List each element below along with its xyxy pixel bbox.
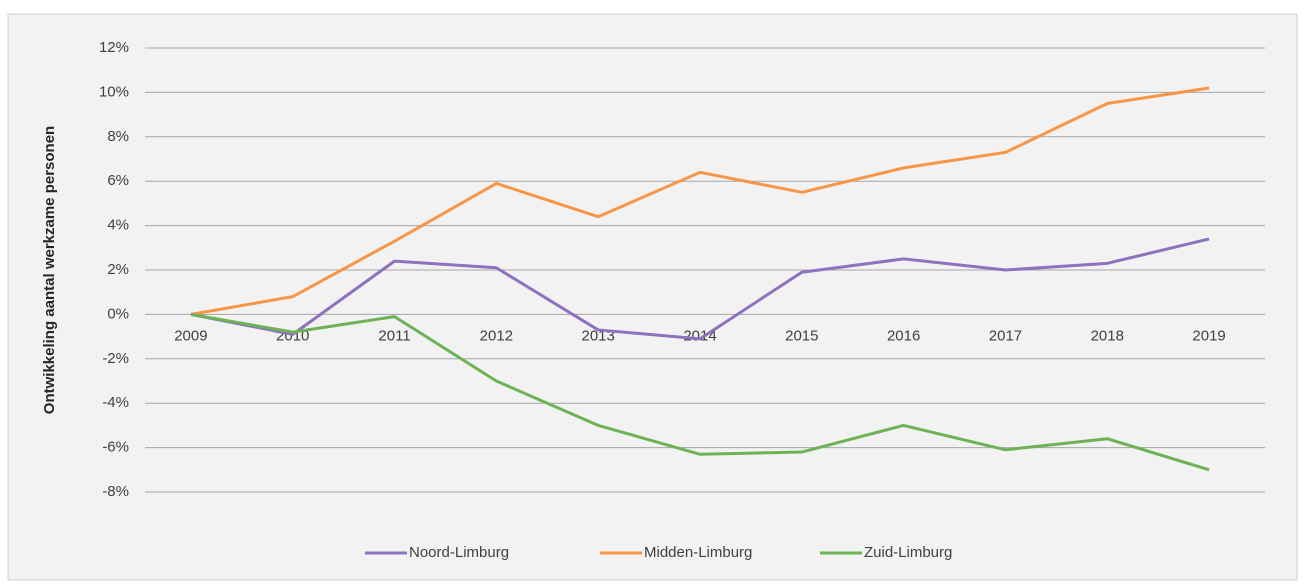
y-tick-label: 8% [107,128,129,145]
y-tick-label: -2% [102,350,129,367]
x-tick-label: 2011 [378,327,410,344]
x-tick-label: 2019 [1192,327,1225,344]
y-axis-label: Ontwikkeling aantal werkzame personen [41,126,58,414]
x-tick-label: 2009 [174,327,207,344]
chart-area [7,13,1298,581]
series-line [190,86,1210,316]
legend-label: Noord-Limburg [409,544,509,561]
y-tick-label: 4% [107,217,129,234]
x-tick-label: 2016 [887,327,920,344]
x-tick-label: 2017 [989,327,1022,344]
series-line [190,312,1210,472]
y-tick-label: 2% [107,261,129,278]
x-tick-label: 2015 [785,327,818,344]
legend-label: Zuid-Limburg [864,544,952,561]
y-tick-label: 10% [99,83,129,100]
x-tick-label: 2012 [480,327,513,344]
y-tick-label: -4% [102,394,129,411]
series-line [190,237,1210,341]
y-tick-label: -6% [102,439,129,456]
y-tick-label: -8% [102,483,129,500]
y-tick-label: 12% [99,39,129,56]
legend-label: Midden-Limburg [644,544,752,561]
y-tick-label: 6% [107,172,129,189]
y-tick-label: 0% [107,305,129,322]
x-tick-label: 2018 [1091,327,1124,344]
